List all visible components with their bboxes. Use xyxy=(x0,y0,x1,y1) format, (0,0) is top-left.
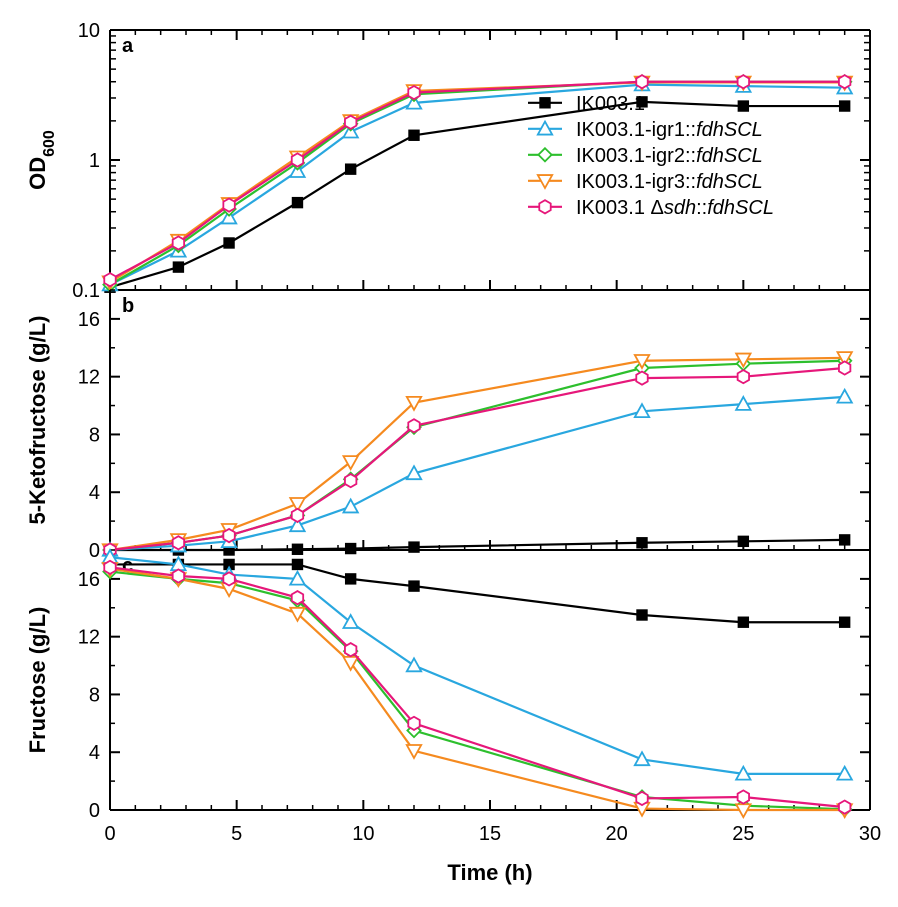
ytick-label: 12 xyxy=(78,627,100,649)
marker-square-filled xyxy=(840,535,850,545)
xaxis-label: Time (h) xyxy=(447,860,532,885)
series-line-igr3 xyxy=(110,358,845,550)
xtick-label: 30 xyxy=(859,823,881,845)
series-line-dsdh xyxy=(110,368,845,550)
marker-square-filled xyxy=(739,617,749,627)
panel-c: 0481216Fructose (g/L)c xyxy=(25,550,870,822)
legend-label: IK003.1-igr2::fdhSCL xyxy=(576,145,763,167)
ytick-label: 4 xyxy=(89,482,100,504)
yaxis-label: Fructose (g/L) xyxy=(25,607,50,754)
marker-hexagon xyxy=(636,792,647,805)
legend-label: IK003.1-igr3::fdhSCL xyxy=(576,171,763,193)
marker-hexagon xyxy=(839,361,850,374)
xtick-label: 10 xyxy=(352,823,374,845)
ytick-label: 10 xyxy=(78,20,100,42)
marker-hexagon xyxy=(173,569,184,582)
ytick-label: 1 xyxy=(89,150,100,172)
xtick-label: 15 xyxy=(479,823,501,845)
xtick-label: 20 xyxy=(606,823,628,845)
series-line-igr1 xyxy=(110,557,845,774)
marker-square-filled xyxy=(346,544,356,554)
yaxis-label: OD600 xyxy=(25,130,58,190)
ytick-label: 16 xyxy=(78,569,100,591)
ytick-label: 12 xyxy=(78,367,100,389)
marker-hexagon xyxy=(738,75,749,88)
marker-hexagon xyxy=(292,153,303,166)
panel-label: b xyxy=(122,295,134,317)
legend-label: IK003.1 xyxy=(576,93,645,115)
figure-svg: 0.1110OD600aIK003.1IK003.1-igr1::fdhSCLI… xyxy=(0,0,898,907)
marker-hexagon xyxy=(292,591,303,604)
ytick-label: 0.1 xyxy=(72,280,100,302)
marker-square-filled xyxy=(637,610,647,620)
marker-square-filled xyxy=(840,617,850,627)
marker-square-filled xyxy=(739,101,749,111)
marker-hexagon xyxy=(408,86,419,99)
panel-label: a xyxy=(122,35,134,57)
yaxis-label: 5-Ketofructose (g/L) xyxy=(25,316,50,525)
marker-triangle-up xyxy=(407,658,421,671)
series-line-igr3 xyxy=(110,569,845,810)
ytick-label: 0 xyxy=(89,800,100,822)
legend-label: IK003.1 Δsdh::fdhSCL xyxy=(576,197,774,219)
marker-hexagon xyxy=(839,75,850,88)
figure-container: 0.1110OD600aIK003.1IK003.1-igr1::fdhSCLI… xyxy=(0,0,898,907)
marker-hexagon xyxy=(636,372,647,385)
marker-square-filled xyxy=(739,537,749,547)
marker-square-filled xyxy=(174,262,184,272)
marker-square-filled xyxy=(346,164,356,174)
ytick-label: 4 xyxy=(89,742,100,764)
marker-square-filled xyxy=(224,238,234,248)
panel-a: 0.1 1 10OD600 aIK003.1IK003.1-igr1::fdhSCLI… xyxy=(25,20,870,302)
xtick-label: 25 xyxy=(732,823,754,845)
legend-label: IK003.1-igr1::fdhSCL xyxy=(576,119,763,141)
ytick-label: 0 xyxy=(89,540,100,562)
marker-square-filled xyxy=(840,101,850,111)
marker-hexagon xyxy=(738,790,749,803)
marker-hexagon xyxy=(173,236,184,249)
marker-hexagon xyxy=(408,419,419,432)
ytick-label: 8 xyxy=(89,424,100,446)
marker-hexagon xyxy=(345,116,356,129)
marker-hexagon xyxy=(104,273,115,286)
marker-hexagon xyxy=(345,474,356,487)
marker-square-filled xyxy=(346,574,356,584)
marker-square-filled xyxy=(293,544,303,554)
marker-square-filled xyxy=(293,198,303,208)
marker-hexagon xyxy=(292,509,303,522)
marker-square-filled xyxy=(409,130,419,140)
xtick-label: 0 xyxy=(104,823,115,845)
ytick-label: 8 xyxy=(89,684,100,706)
marker-square-filled xyxy=(409,581,419,591)
marker-hexagon xyxy=(223,529,234,542)
marker-hexagon xyxy=(104,561,115,574)
marker-hexagon xyxy=(408,717,419,730)
marker-hexagon xyxy=(738,370,749,383)
marker-square-filled xyxy=(637,538,647,548)
series-line-dsdh xyxy=(110,567,845,807)
marker-hexagon xyxy=(345,643,356,656)
panel-b: 0 4 8 12 16 5-Ketofructose (g/L) b xyxy=(25,290,870,562)
marker-hexagon xyxy=(636,75,647,88)
marker-triangle-up xyxy=(635,752,649,765)
marker-square-filled xyxy=(293,560,303,570)
marker-diamond xyxy=(538,148,551,161)
ytick-label: 16 xyxy=(78,309,100,331)
series-line-igr1 xyxy=(110,397,845,550)
marker-hexagon xyxy=(539,200,550,213)
marker-hexagon xyxy=(839,801,850,814)
marker-triangle-up xyxy=(343,499,357,512)
marker-hexagon xyxy=(173,536,184,549)
marker-square-filled xyxy=(540,98,550,108)
marker-hexagon xyxy=(223,572,234,585)
marker-hexagon xyxy=(223,198,234,211)
xtick-label: 5 xyxy=(231,823,242,845)
marker-square-filled xyxy=(409,542,419,552)
